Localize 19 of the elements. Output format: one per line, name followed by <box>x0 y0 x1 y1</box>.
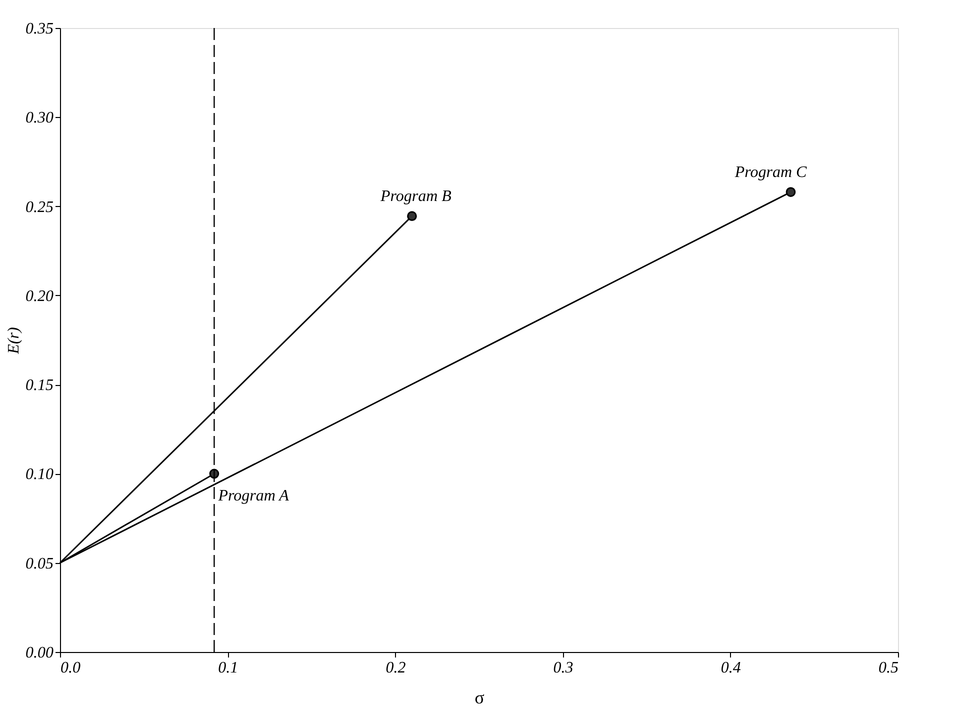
y-tick-label: 0.00 <box>26 644 54 662</box>
x-tick-label: 0.3 <box>553 660 574 676</box>
x-tick-label: 0.5 <box>878 660 898 676</box>
x-axis-title: σ <box>474 688 485 708</box>
y-tick-label: 0.35 <box>26 20 54 38</box>
y-tick-label: 0.10 <box>26 466 54 484</box>
y-tick-label: 0.25 <box>26 198 54 216</box>
y-tick-label: 0.30 <box>26 110 54 127</box>
annotation: Program A <box>217 488 290 505</box>
x-tick-label: 0.4 <box>720 660 741 676</box>
x-tick-label: 0.1 <box>218 660 238 676</box>
x-tick-label: 0.2 <box>386 660 406 676</box>
annotation: Program C <box>734 164 807 182</box>
annotation: Program B <box>379 188 452 206</box>
y-tick-label: 0.05 <box>26 555 54 572</box>
y-tick-label: 0.15 <box>26 377 54 394</box>
x-tick-label: 0.0 <box>60 660 80 676</box>
y-axis-title: E(r) <box>6 327 22 355</box>
y-tick-label: 0.20 <box>26 288 54 305</box>
